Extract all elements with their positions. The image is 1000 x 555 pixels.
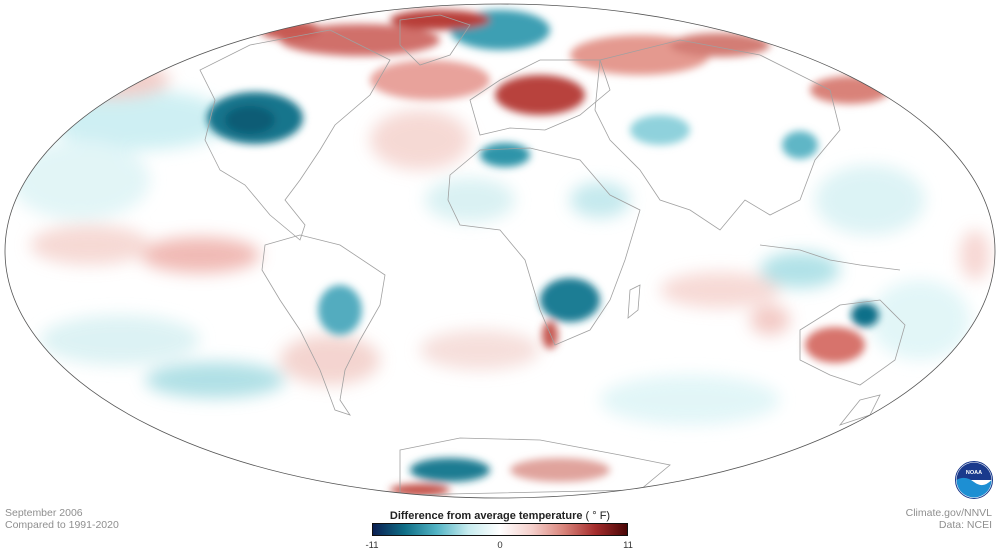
legend-title-text: Difference from average temperature bbox=[389, 510, 583, 522]
logo-text: NOAA bbox=[966, 470, 982, 476]
map-info-left: September 2006 Compared to 1991-2020 bbox=[5, 507, 119, 531]
continent-outlines bbox=[199, 14, 906, 496]
globe-area bbox=[10, 10, 990, 496]
baseline-label: Compared to 1991-2020 bbox=[5, 519, 119, 531]
temperature-anomaly-map bbox=[4, 3, 996, 499]
legend-max-label: 11 bbox=[623, 540, 633, 551]
noaa-logo-icon: NOAA bbox=[955, 461, 993, 499]
period-label: September 2006 bbox=[5, 507, 83, 519]
logo-bottom-half bbox=[956, 477, 992, 498]
map-info-right: Climate.gov/NNVL Data: NCEI bbox=[906, 507, 992, 531]
globe-outline bbox=[4, 3, 996, 499]
legend-color-bar bbox=[372, 523, 628, 536]
legend-unit: ( ° F) bbox=[585, 510, 611, 522]
data-source-label: Data: NCEI bbox=[938, 519, 992, 531]
anomaly-fields bbox=[10, 62, 990, 425]
legend-min-label: -11 bbox=[365, 540, 379, 551]
credit-label: Climate.gov/NNVL bbox=[905, 507, 992, 519]
legend-mid-label: 0 bbox=[497, 540, 503, 551]
legend-title: Difference from average temperature ( ° … bbox=[372, 510, 628, 522]
logo-top-half bbox=[956, 462, 992, 480]
anomaly-hotspots bbox=[207, 10, 890, 496]
